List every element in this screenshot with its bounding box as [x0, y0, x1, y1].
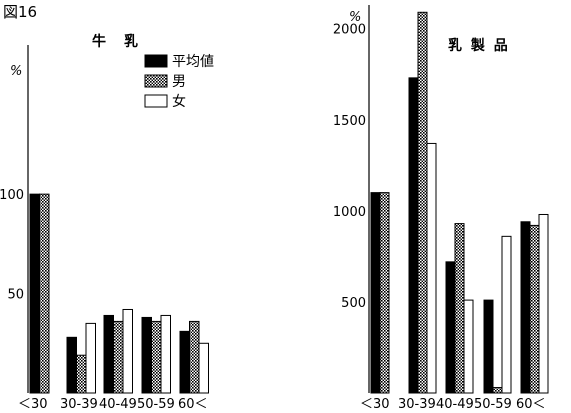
y-tick-label: 1500	[333, 114, 366, 129]
chart-title-dairy: 乳 製 品	[448, 37, 510, 54]
x-category-label: ＜30	[18, 397, 48, 412]
y-tick-label: 2000	[333, 23, 366, 38]
bar-female	[501, 235, 512, 394]
x-category-label: 60＜	[516, 397, 546, 412]
y-tick-label: 50	[7, 288, 24, 303]
bar-female	[538, 213, 549, 394]
y-unit-milk: %	[10, 64, 22, 79]
bar-male	[39, 193, 50, 394]
x-category-label: 50-59	[137, 397, 175, 412]
legend-swatch-avg	[144, 54, 168, 68]
bar-avg	[445, 261, 456, 394]
bar-avg	[103, 314, 114, 394]
x-category-label: 30-39	[398, 397, 436, 412]
legend-swatch-male	[144, 74, 168, 88]
x-category-label: 40-49	[99, 397, 137, 412]
x-category-label: 30-39	[60, 397, 98, 412]
figure-label: 図16	[3, 3, 37, 21]
legend: 平均値 男 女	[144, 54, 214, 110]
legend-label-male: 男	[172, 74, 186, 90]
y-unit-dairy: %	[349, 10, 361, 25]
bar-male	[151, 320, 162, 394]
bar-avg	[520, 221, 531, 394]
bar-female	[85, 322, 96, 394]
bar-male	[189, 320, 200, 394]
chart-title-milk: 牛 乳	[92, 33, 140, 50]
y-tick-label: 100	[0, 188, 24, 203]
bar-female	[463, 299, 474, 394]
x-category-label: 60＜	[178, 397, 208, 412]
bar-avg	[29, 193, 40, 394]
bar-male	[417, 11, 428, 394]
bar-male	[113, 320, 124, 394]
bar-avg	[66, 336, 77, 394]
legend-label-female: 女	[172, 93, 186, 110]
bar-female	[122, 308, 133, 394]
bar-male	[379, 192, 390, 394]
bar-female	[160, 314, 171, 394]
chart-dairy: 乳 製 品 % 500 1000 1500 2000 ＜30 30-39 40-49 50-…	[333, 5, 549, 412]
y-tick-label: 500	[341, 296, 366, 311]
legend-label-avg: 平均値	[172, 54, 214, 70]
x-category-label: 40-49	[436, 397, 474, 412]
x-category-label: ＜30	[360, 397, 390, 412]
y-tick-label: 1000	[333, 205, 366, 220]
bar-avg	[179, 330, 190, 394]
bar-avg	[483, 299, 494, 394]
chart-milk: 牛 乳 % 50 100 ＜30 30-39 40-49 50-59 60＜	[0, 33, 209, 412]
bar-male	[529, 224, 540, 394]
bar-male	[454, 223, 465, 394]
bar-male	[492, 387, 503, 394]
bar-avg	[141, 316, 152, 394]
bar-female	[198, 342, 209, 394]
bar-avg	[370, 192, 381, 394]
x-category-label: 50-59	[474, 397, 512, 412]
legend-swatch-female	[144, 94, 168, 108]
bar-male	[76, 354, 87, 394]
bar-avg	[408, 77, 419, 394]
bar-female	[426, 142, 437, 394]
